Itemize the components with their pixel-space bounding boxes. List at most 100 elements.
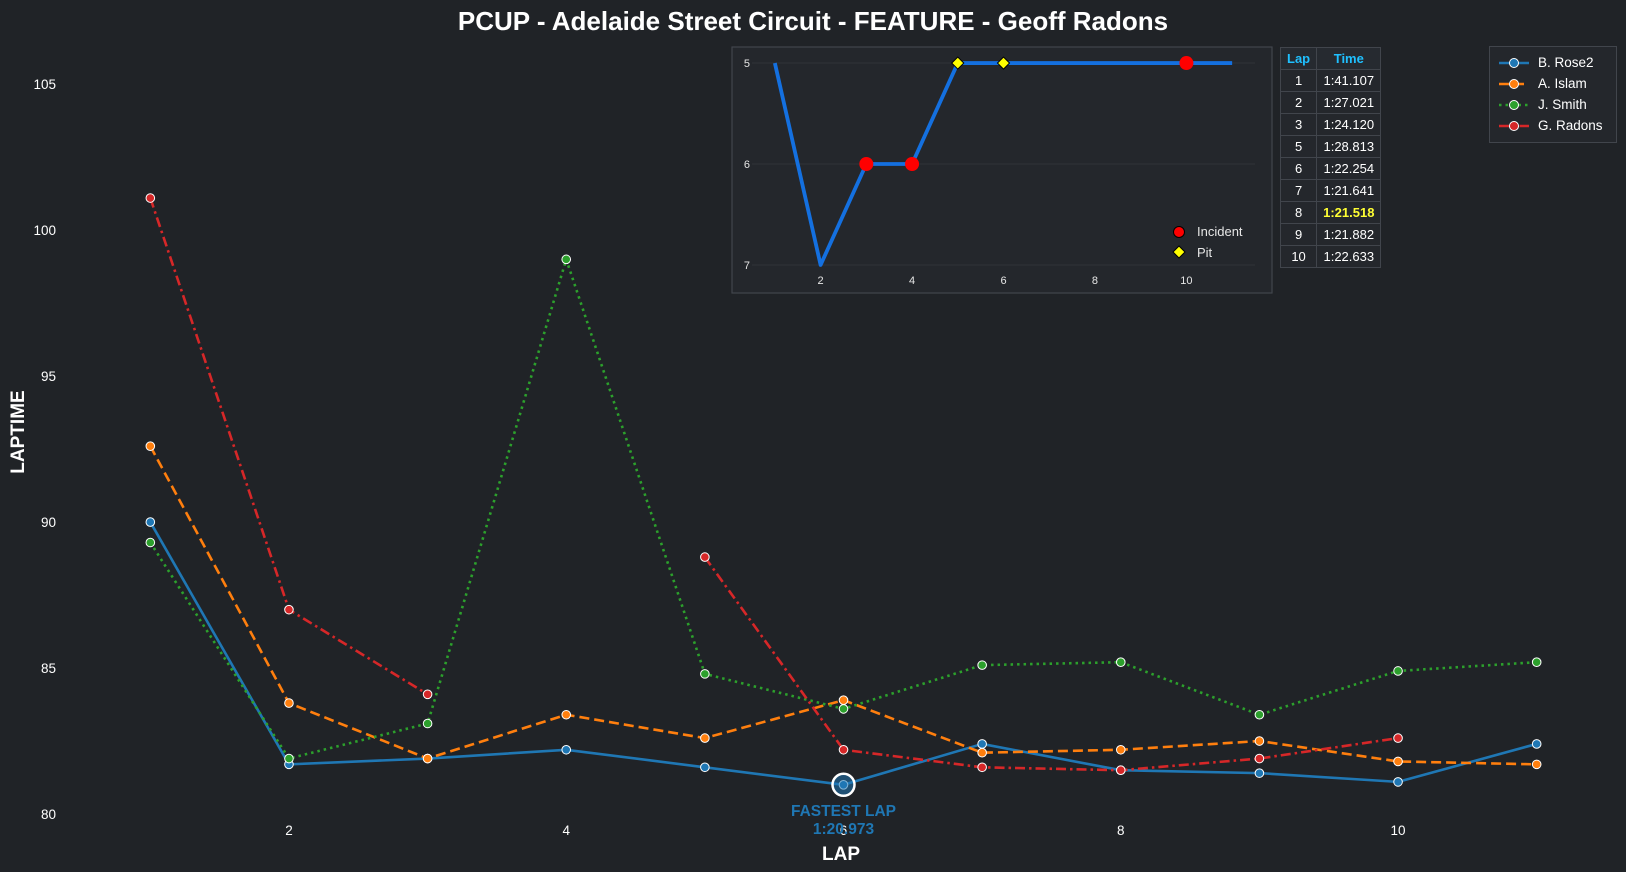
data-point [838, 744, 849, 755]
data-point [1115, 744, 1126, 755]
x-axis-label: LAP [822, 844, 860, 865]
series-line [149, 197, 429, 696]
table-row: 3 1:24.120 [1279, 113, 1382, 136]
data-point [1115, 657, 1126, 668]
time-cell: 1:21.641 [1316, 179, 1382, 202]
data-point [977, 747, 987, 758]
data-point [422, 753, 433, 764]
legend-swatch-icon [1499, 99, 1529, 110]
lap-cell: 7 [1279, 179, 1318, 202]
inset-x-tick-label: 4 [909, 275, 915, 287]
series-g-radons [145, 193, 1403, 776]
y-tick-label: 95 [41, 369, 56, 384]
time-cell: 1:22.633 [1316, 245, 1382, 268]
data-point [977, 762, 987, 773]
y-tick-label: 105 [33, 77, 56, 92]
time-cell: 1:41.107 [1316, 69, 1382, 92]
data-point [422, 718, 433, 729]
lap-cell: 3 [1279, 113, 1318, 136]
series-line [149, 258, 1537, 760]
legend-label: J. Smith [1538, 97, 1587, 112]
lap-cell: 10 [1279, 245, 1318, 268]
data-point [1254, 768, 1265, 778]
time-cell: 1:21.518 [1316, 201, 1382, 224]
time-cell: 1:28.813 [1316, 135, 1382, 158]
incident-legend-label: Incident [1197, 224, 1243, 239]
legend-label: G. Radons [1538, 118, 1603, 133]
legend-swatch-marker [1509, 57, 1519, 68]
data-point [700, 552, 710, 562]
data-point [145, 537, 156, 548]
fastest-lap-time: 1:20.973 [813, 821, 875, 838]
incident-marker [905, 157, 920, 171]
table-row: 5 1:28.813 [1279, 135, 1382, 158]
incident-marker [1179, 56, 1194, 71]
lap-cell: 6 [1279, 157, 1318, 180]
table-row: 10 1:22.633 [1279, 245, 1382, 268]
x-tick-label: 10 [1391, 823, 1406, 838]
table-row: 7 1:21.641 [1279, 179, 1382, 202]
data-point [1393, 777, 1403, 787]
table-header-time: Time [1316, 47, 1382, 70]
inset-frame [731, 46, 1273, 294]
legend-item: B. Rose2 [1490, 52, 1616, 73]
data-point [838, 704, 849, 714]
table-row: 9 1:21.882 [1279, 223, 1382, 246]
inset-y-tick-label: 5 [744, 58, 750, 70]
incident-marker [859, 157, 874, 171]
x-tick-label: 2 [285, 823, 293, 838]
y-tick-label: 100 [33, 223, 56, 238]
time-cell: 1:21.882 [1316, 223, 1382, 246]
data-point [1393, 733, 1403, 743]
lap-cell: 9 [1279, 223, 1318, 246]
lap-time-table: Lap Time 1 1:41.107 2 1:27.021 3 1:24.120 5 1:2… [1279, 47, 1382, 268]
chart-legend: B. Rose2 A. Islam J. Smith G. Radons [1489, 46, 1617, 143]
y-tick-label: 85 [41, 661, 56, 676]
table-header-lap: Lap [1279, 47, 1318, 70]
inset-x-tick-label: 2 [818, 275, 824, 287]
data-point [284, 604, 294, 615]
data-point [284, 698, 294, 708]
incident-legend-icon [1173, 226, 1185, 238]
data-point [422, 689, 433, 700]
series-line [149, 445, 1537, 766]
lap-cell: 5 [1279, 135, 1318, 158]
legend-swatch-marker [1509, 78, 1519, 89]
x-tick-label: 8 [1117, 823, 1125, 838]
data-point [700, 733, 710, 743]
table-row: 2 1:27.021 [1279, 91, 1382, 114]
table-header-row: Lap Time [1279, 47, 1382, 70]
data-point [1531, 759, 1542, 770]
data-point [1531, 739, 1542, 749]
data-point [700, 762, 710, 773]
data-point [145, 441, 156, 451]
table-row: 6 1:22.254 [1279, 157, 1382, 180]
data-point [561, 709, 572, 720]
inset-x-tick-label: 10 [1180, 275, 1192, 287]
legend-swatch-icon [1499, 78, 1529, 89]
y-tick-label: 80 [41, 807, 56, 822]
data-point [561, 744, 572, 755]
y-tick-label: 90 [41, 515, 56, 530]
pit-marker [951, 56, 965, 70]
legend-label: A. Islam [1538, 76, 1587, 91]
data-point [145, 193, 156, 203]
legend-item: G. Radons [1490, 115, 1616, 136]
data-point [700, 669, 710, 679]
data-point [838, 695, 849, 705]
data-point [1115, 765, 1126, 776]
data-point [977, 739, 987, 749]
data-point [1254, 736, 1265, 746]
x-tick-label: 4 [562, 823, 570, 838]
inset-y-tick-label: 6 [744, 159, 750, 171]
x-tick-label: 6 [840, 823, 848, 838]
chart-title: PCUP - Adelaide Street Circuit - FEATURE… [458, 6, 1168, 36]
pit-marker [996, 56, 1011, 70]
legend-swatch-icon [1499, 57, 1529, 68]
data-point [1393, 666, 1403, 676]
data-point [284, 753, 294, 764]
legend-label: B. Rose2 [1538, 55, 1594, 70]
series-line [703, 556, 1399, 772]
legend-item: A. Islam [1490, 73, 1616, 94]
legend-swatch-marker [1509, 120, 1519, 131]
